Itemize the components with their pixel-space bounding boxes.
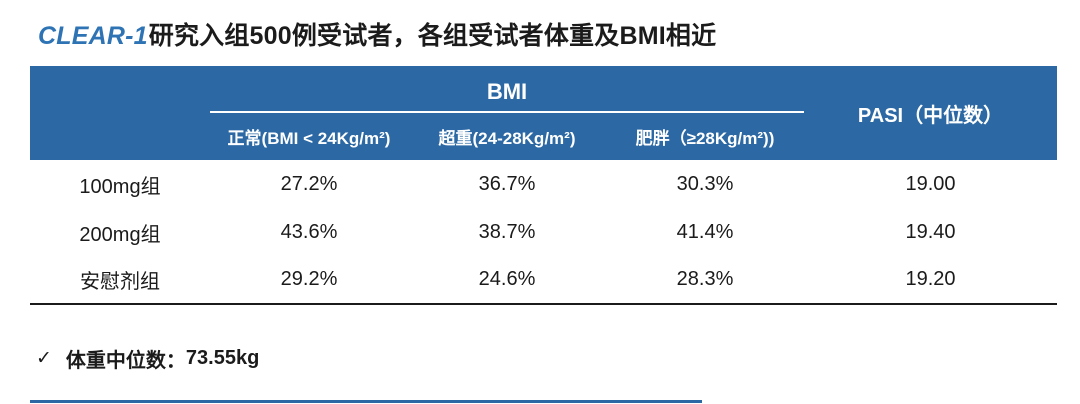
- footnote: ✓ 体重中位数： 73.55kg: [36, 344, 259, 373]
- title-text: 研究入组500例受试者，各组受试者体重及BMI相近: [148, 22, 717, 50]
- row-group-label: 安慰剂组: [30, 256, 210, 305]
- footnote-value: 73.55kg: [185, 347, 260, 369]
- column-header-obese: 肥胖（≥28Kg/m²)): [606, 112, 805, 160]
- cell-obese: 30.3%: [606, 160, 805, 208]
- cell-overweight: 38.7%: [408, 208, 606, 256]
- table-row: 200mg组 43.6% 38.7% 41.4% 19.40: [30, 208, 1058, 256]
- study-name: CLEAR-1: [38, 22, 148, 50]
- pasi-header: PASI（中位数）: [804, 66, 1058, 160]
- cell-obese: 28.3%: [606, 256, 805, 305]
- cell-normal: 27.2%: [210, 160, 408, 208]
- column-header-overweight: 超重(24-28Kg/m²): [408, 112, 606, 160]
- table-row: 安慰剂组 29.2% 24.6% 28.3% 19.20: [30, 256, 1058, 305]
- empty-header-cell: [30, 66, 210, 160]
- bmi-group-header: BMI: [210, 66, 805, 113]
- cell-pasi: 19.00: [804, 160, 1058, 208]
- cell-overweight: 24.6%: [408, 256, 606, 305]
- cell-pasi: 19.20: [804, 256, 1058, 305]
- column-header-normal: 正常(BMI < 24Kg/m²): [210, 112, 408, 160]
- checkmark-icon: ✓: [36, 348, 52, 369]
- page-title: CLEAR-1研究入组500例受试者，各组受试者体重及BMI相近: [38, 16, 716, 52]
- row-group-label: 100mg组: [30, 160, 210, 208]
- cell-normal: 43.6%: [210, 208, 408, 256]
- footnote-label: 体重中位数：: [65, 350, 186, 372]
- cell-obese: 41.4%: [606, 208, 805, 256]
- bmi-pasi-table: BMI PASI（中位数） 正常(BMI < 24Kg/m²) 超重(24-28…: [30, 66, 1058, 305]
- table-row: 100mg组 27.2% 36.7% 30.3% 19.00: [30, 160, 1058, 208]
- table-body: 100mg组 27.2% 36.7% 30.3% 19.00 200mg组 43…: [30, 160, 1058, 305]
- table-header: BMI PASI（中位数） 正常(BMI < 24Kg/m²) 超重(24-28…: [30, 66, 1058, 160]
- cell-pasi: 19.40: [804, 208, 1058, 256]
- row-group-label: 200mg组: [30, 208, 210, 256]
- cell-normal: 29.2%: [210, 256, 408, 305]
- cell-overweight: 36.7%: [408, 160, 606, 208]
- bottom-divider: [30, 400, 702, 403]
